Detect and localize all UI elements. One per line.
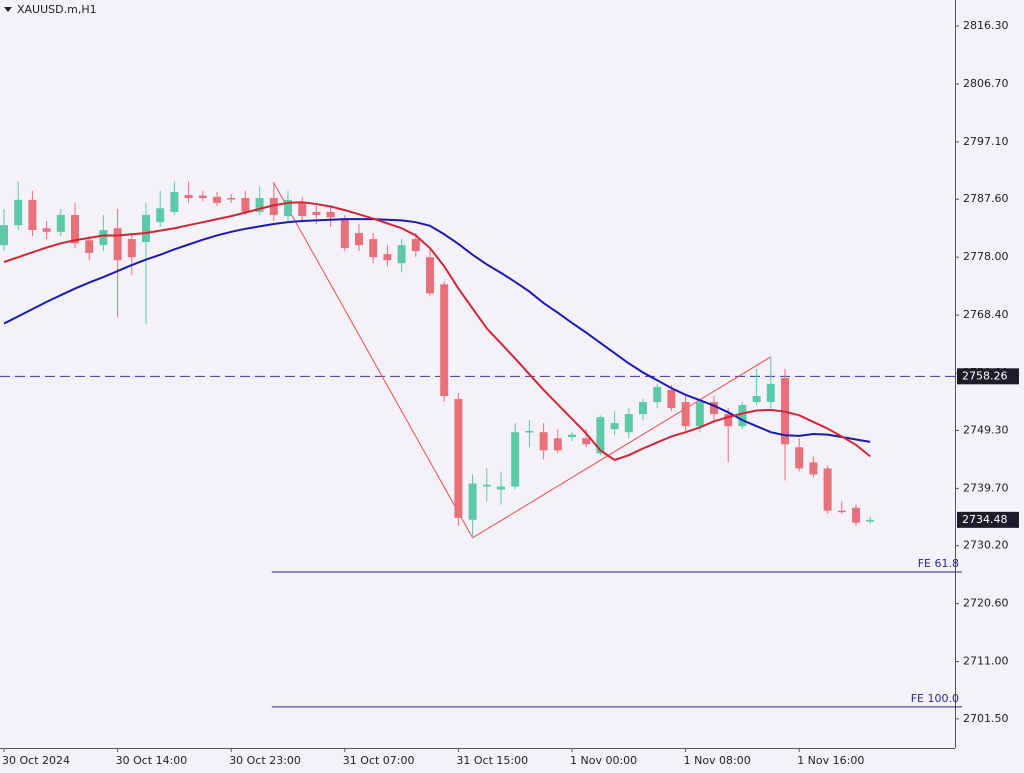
candle-body <box>184 195 193 199</box>
y-tick-label: 2797.10 <box>963 135 1009 148</box>
x-tick-label: 31 Oct 15:00 <box>456 754 528 767</box>
candle-body <box>255 198 264 212</box>
candle-body <box>426 257 434 294</box>
candle-body <box>653 386 662 403</box>
y-tick-label: 2730.20 <box>963 539 1009 552</box>
candle-body <box>355 233 363 246</box>
candle-body <box>198 195 207 199</box>
candle-body <box>0 225 8 246</box>
menu-icon[interactable] <box>4 7 12 12</box>
candle-body <box>468 483 477 520</box>
candle-body <box>213 196 221 203</box>
candle-body <box>738 405 747 427</box>
candle-body <box>269 198 278 215</box>
candle-body <box>539 432 548 451</box>
y-tick-label: 2711.00 <box>963 655 1009 668</box>
candle-body <box>752 396 761 403</box>
candle-body <box>71 214 79 244</box>
candle-body <box>482 484 491 487</box>
candle-body <box>85 240 94 253</box>
y-tick-label: 2720.60 <box>963 597 1009 610</box>
y-tick-label: 2739.70 <box>963 481 1009 494</box>
x-tick-label: 30 Oct 2024 <box>2 754 70 767</box>
x-tick-label: 31 Oct 07:00 <box>343 754 415 767</box>
candle-body <box>568 434 576 438</box>
candle-body <box>411 239 420 252</box>
y-tick-label: 2787.60 <box>963 192 1009 205</box>
y-tick-label: 2701.50 <box>963 712 1009 725</box>
candle-body <box>525 431 534 433</box>
candle-body <box>852 507 860 523</box>
candle-body <box>497 486 505 490</box>
candle-body <box>866 519 875 522</box>
candle-body <box>99 230 108 246</box>
candle-body <box>56 214 65 232</box>
candle-body <box>724 414 733 427</box>
candle-body <box>312 211 321 215</box>
moving-average <box>3 201 871 462</box>
chart-title: XAUUSD.m,H1 <box>17 3 97 16</box>
x-tick-label: 1 Nov 16:00 <box>797 754 864 767</box>
candle-body <box>710 402 718 415</box>
x-tick-label: 30 Oct 14:00 <box>116 754 188 767</box>
current-price-label-box <box>957 511 1019 528</box>
y-tick-label: 2816.30 <box>963 19 1009 32</box>
candle-body <box>795 447 804 469</box>
candle-body <box>809 462 818 475</box>
candle-body <box>766 383 775 403</box>
hline-price-label: 2758.26 <box>962 369 1008 382</box>
y-tick-label: 2768.40 <box>963 308 1009 321</box>
candle-body <box>639 402 647 415</box>
hline-price-label-box <box>957 368 1019 385</box>
current-price-label: 2734.48 <box>962 513 1008 526</box>
candle-body <box>113 228 122 261</box>
fe-level-label: FE 61.8 <box>918 557 959 570</box>
candle-body <box>511 432 520 487</box>
candle-body <box>170 191 179 212</box>
y-tick-label: 2749.30 <box>963 423 1009 436</box>
candle-body <box>823 468 832 511</box>
candle-body <box>553 438 562 451</box>
candle-body <box>837 510 846 513</box>
fe-level-label: FE 100.0 <box>911 692 959 705</box>
candle-body <box>681 402 690 427</box>
candle-body <box>610 423 619 430</box>
candle-body <box>241 198 250 212</box>
candle-body <box>582 438 591 445</box>
candle-body <box>156 208 165 223</box>
candle-body <box>440 284 449 396</box>
x-tick-label: 1 Nov 08:00 <box>684 754 751 767</box>
x-tick-label: 1 Nov 00:00 <box>570 754 637 767</box>
candle-body <box>369 239 378 258</box>
candle-body <box>284 199 292 217</box>
candle-body <box>142 214 150 243</box>
candle-body <box>127 239 136 258</box>
moving-average <box>3 218 871 443</box>
candle-body <box>14 199 23 226</box>
candle-body <box>397 245 406 264</box>
candle-body <box>28 199 37 231</box>
candle-body <box>227 198 236 200</box>
candle-body <box>298 202 307 217</box>
candle-body <box>42 228 51 232</box>
candle-body <box>326 211 335 218</box>
candle-body <box>695 402 704 427</box>
y-tick-label: 2778.00 <box>963 250 1009 263</box>
candle-body <box>340 219 349 249</box>
candle-body <box>596 417 605 454</box>
candle-body <box>454 399 463 518</box>
y-tick-label: 2806.70 <box>963 77 1009 90</box>
candle-body <box>624 414 633 433</box>
x-tick-label: 30 Oct 23:00 <box>229 754 301 767</box>
candle-body <box>667 389 676 409</box>
candle-body <box>383 254 392 261</box>
